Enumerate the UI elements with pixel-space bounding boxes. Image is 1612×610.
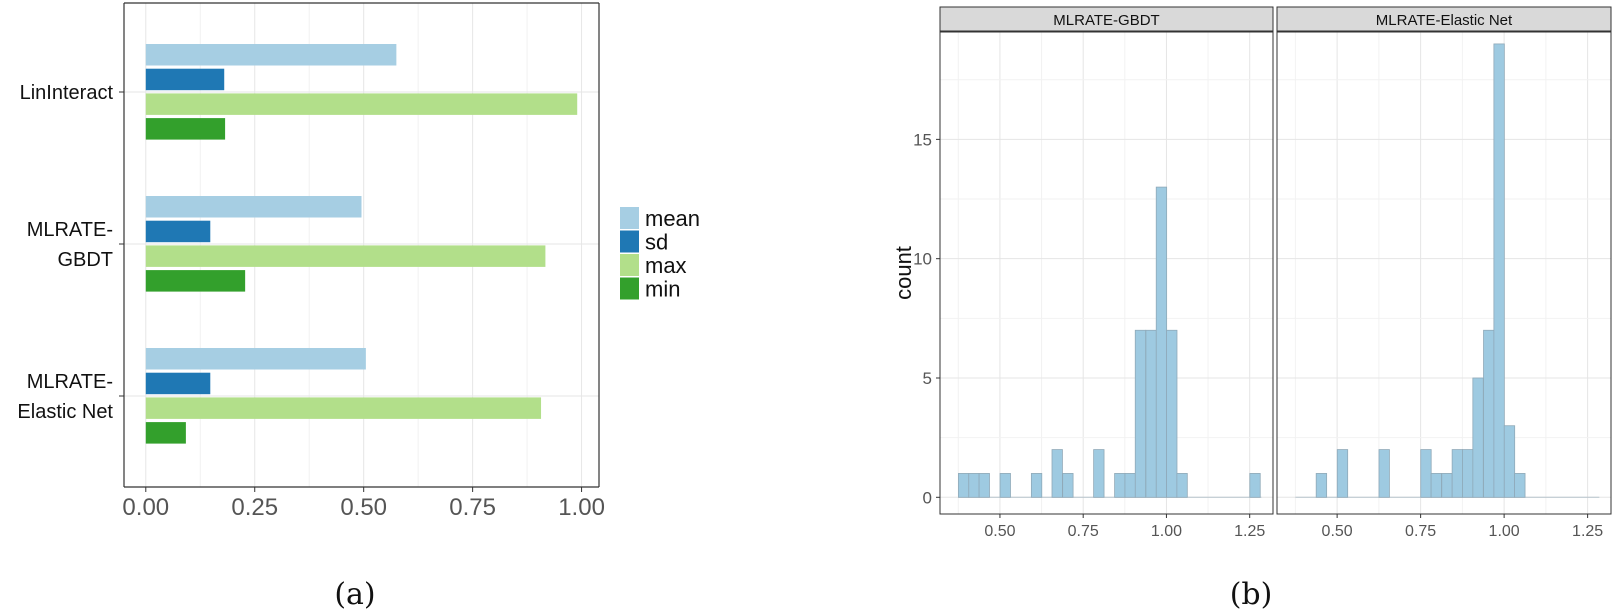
histogram-bar bbox=[1145, 329, 1157, 498]
histogram-bar bbox=[1134, 329, 1147, 498]
x-tick-label: 1.25 bbox=[1234, 523, 1265, 540]
bar-mean bbox=[145, 196, 362, 218]
category-label: Elastic Net bbox=[17, 401, 113, 423]
legend-key-sd bbox=[620, 230, 639, 253]
histogram-bar bbox=[968, 473, 980, 498]
x-tick-label: 1.00 bbox=[1151, 523, 1182, 540]
x-tick-label: 0.50 bbox=[984, 523, 1015, 540]
histogram-bar bbox=[1114, 473, 1126, 498]
histogram-bar bbox=[1093, 449, 1105, 498]
histogram-bar bbox=[1315, 473, 1328, 498]
histogram-bar bbox=[1483, 329, 1495, 498]
facet-strip bbox=[1276, 6, 1612, 32]
bar-min bbox=[145, 118, 226, 140]
bar-max bbox=[145, 245, 546, 267]
histogram-bar bbox=[978, 473, 990, 498]
y-tick-label: 10 bbox=[913, 250, 932, 269]
x-tick-label: 0.50 bbox=[340, 494, 387, 521]
y-tick-label: 0 bbox=[923, 488, 932, 507]
legend-key-min bbox=[620, 277, 639, 300]
facet-2: MLRATE-Elastic Net 0.50 0.75 1.00 1.25 bbox=[1276, 6, 1612, 540]
bar-max bbox=[145, 93, 578, 115]
bar-sd bbox=[145, 372, 211, 395]
legend-label-sd: sd bbox=[645, 230, 668, 255]
facet-strip bbox=[939, 6, 1274, 32]
facet-border bbox=[939, 31, 1274, 515]
y-tick-label: 5 bbox=[923, 369, 932, 388]
histogram-bar bbox=[1378, 449, 1390, 498]
histogram-bar bbox=[1249, 473, 1261, 498]
facet-1: MLRATE-GBDT 0.50 0.75 1.00 1.25 bbox=[939, 6, 1274, 540]
bar-mean bbox=[145, 44, 397, 66]
histogram-bar bbox=[1124, 473, 1136, 498]
category-label: MLRATE- bbox=[27, 219, 113, 241]
legend-label-max: max bbox=[645, 253, 687, 278]
histogram-bar bbox=[1514, 473, 1526, 498]
facet-plot-area bbox=[940, 32, 1273, 514]
facet-border bbox=[1276, 31, 1612, 515]
histogram-bar bbox=[958, 473, 970, 498]
x-tick-label: 0.75 bbox=[1068, 523, 1099, 540]
facet-title: MLRATE-Elastic Net bbox=[1376, 12, 1513, 29]
legend-label-mean: mean bbox=[645, 206, 700, 231]
y-axis-title: count bbox=[891, 246, 916, 300]
histogram-bar bbox=[1441, 473, 1453, 498]
x-tick-label: 1.00 bbox=[1489, 523, 1520, 540]
x-tick-label: 1.25 bbox=[1572, 523, 1603, 540]
legend-key-mean bbox=[620, 207, 639, 229]
x-tick-label: 0.00 bbox=[122, 494, 169, 521]
x-tick-label: 0.25 bbox=[231, 494, 278, 521]
histogram-bar bbox=[1462, 449, 1474, 498]
category-label: LinInteract bbox=[20, 82, 114, 104]
panel-label-b: (b) bbox=[1230, 577, 1273, 610]
x-tick-label: 0.75 bbox=[449, 494, 496, 521]
histogram-bar bbox=[1472, 377, 1484, 498]
histogram-bar bbox=[999, 473, 1011, 498]
bar-sd bbox=[145, 220, 211, 243]
bar-mean bbox=[145, 348, 366, 370]
histogram-bar bbox=[1493, 43, 1505, 498]
x-tick-label: 1.00 bbox=[558, 494, 605, 521]
histogram-bar bbox=[1062, 473, 1074, 498]
bar-sd bbox=[145, 68, 225, 91]
histogram-bar bbox=[1166, 329, 1178, 498]
facet-plot-area bbox=[1277, 32, 1611, 514]
histogram-bar bbox=[1155, 186, 1168, 498]
facet-title: MLRATE-GBDT bbox=[1053, 12, 1159, 29]
histogram-bar bbox=[1051, 449, 1063, 498]
legend-key-max bbox=[620, 254, 639, 276]
y-tick-label: 15 bbox=[913, 130, 932, 149]
bar-max bbox=[145, 397, 542, 419]
legend-label-min: min bbox=[645, 277, 680, 302]
histogram-bar bbox=[1451, 449, 1463, 498]
histogram-bar bbox=[1030, 473, 1043, 498]
panel-a-bar-chart: 0.00 0.25 0.50 0.75 1.00 LinInteract MLRATE- GB… bbox=[17, 2, 700, 610]
panel-label-a: (a) bbox=[334, 577, 375, 610]
category-label: MLRATE- bbox=[27, 371, 113, 393]
x-tick-label: 0.75 bbox=[1405, 523, 1436, 540]
histogram-bar bbox=[1430, 473, 1442, 498]
histogram-bar bbox=[1176, 473, 1188, 498]
histogram-bar bbox=[1420, 449, 1432, 498]
bar-min bbox=[145, 422, 186, 444]
bar-min bbox=[145, 270, 246, 292]
x-tick-label: 0.50 bbox=[1322, 523, 1353, 540]
histogram-bar bbox=[1336, 449, 1349, 498]
histogram-bar bbox=[1503, 425, 1516, 498]
category-label: GBDT bbox=[57, 249, 113, 271]
